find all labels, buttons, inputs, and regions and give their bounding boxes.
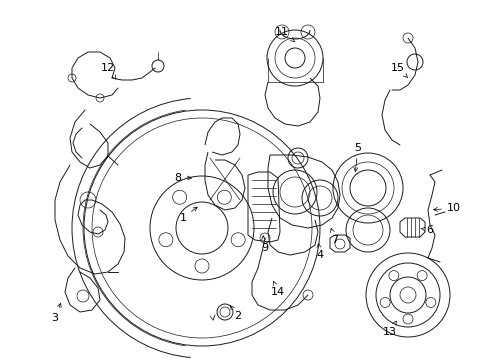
Text: 7: 7: [331, 228, 339, 245]
Text: 6: 6: [421, 225, 434, 235]
Text: 2: 2: [230, 306, 242, 321]
Text: 5: 5: [354, 143, 362, 171]
Text: 8: 8: [174, 173, 192, 183]
Text: 12: 12: [101, 63, 116, 79]
Text: 1: 1: [179, 207, 197, 223]
Text: 15: 15: [391, 63, 408, 78]
Text: 4: 4: [317, 243, 323, 260]
Text: 14: 14: [271, 281, 285, 297]
Text: 3: 3: [51, 303, 61, 323]
Text: 13: 13: [383, 321, 397, 337]
Text: 10: 10: [434, 203, 461, 213]
Text: 9: 9: [262, 236, 269, 253]
Text: 11: 11: [275, 27, 294, 41]
